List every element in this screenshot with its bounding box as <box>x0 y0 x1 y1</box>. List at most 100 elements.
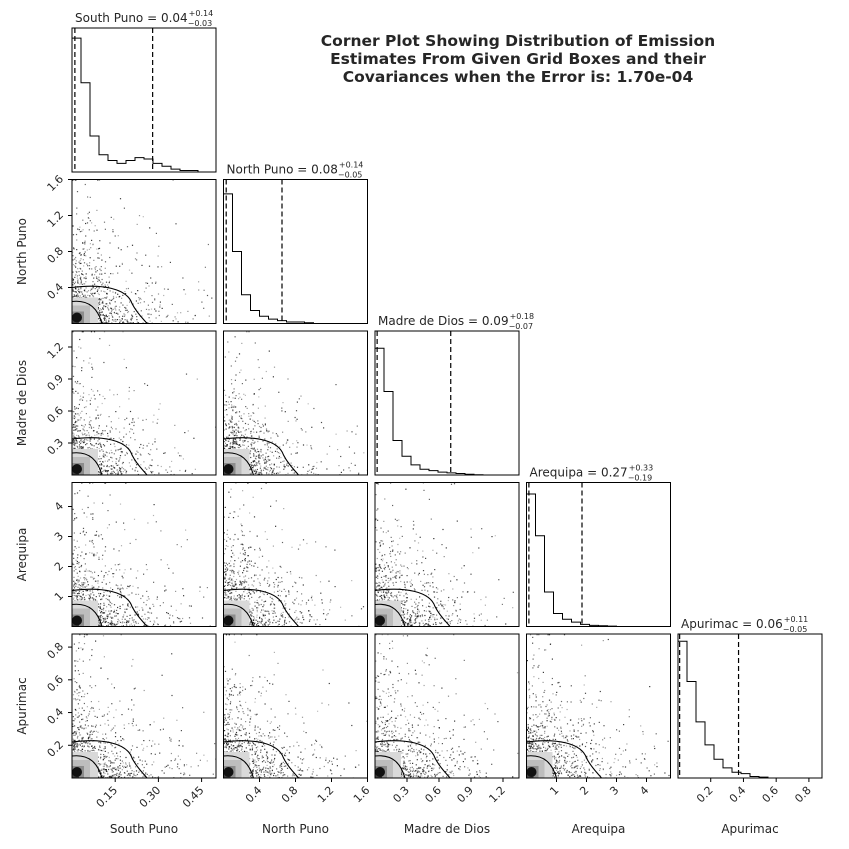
scatter-point <box>253 455 255 457</box>
scatter-point <box>159 605 161 607</box>
scatter-point <box>243 444 245 446</box>
scatter-point <box>122 440 124 443</box>
scatter-point <box>285 595 287 597</box>
scatter-point <box>351 431 353 433</box>
scatter-point <box>79 419 81 421</box>
scatter-point <box>268 572 270 574</box>
scatter-point <box>258 457 260 459</box>
scatter-point <box>124 469 126 471</box>
scatter-point <box>248 598 251 600</box>
scatter-point <box>269 621 271 623</box>
scatter-point <box>100 458 102 460</box>
scatter-point <box>265 456 267 458</box>
scatter-point <box>225 592 227 594</box>
scatter-point <box>228 427 230 429</box>
scatter-point <box>110 606 112 608</box>
scatter-point <box>378 588 380 590</box>
scatter-point <box>98 556 100 558</box>
minus-error: −0.03 <box>188 19 213 28</box>
scatter-point <box>99 315 101 317</box>
scatter-point <box>122 321 124 323</box>
scatter-point <box>226 569 228 571</box>
scatter-point <box>76 271 78 273</box>
scatter-point <box>233 599 236 601</box>
scatter-point <box>422 550 424 552</box>
scatter-point <box>72 594 74 596</box>
scatter-point <box>179 469 181 472</box>
scatter-point <box>95 266 97 268</box>
scatter-point <box>252 461 254 463</box>
scatter-point <box>121 618 123 620</box>
scatter-point <box>252 403 254 406</box>
scatter-point <box>128 462 130 464</box>
scatter-point <box>103 612 106 614</box>
scatter-point <box>166 315 168 318</box>
scatter-point <box>127 594 129 596</box>
scatter-point <box>225 562 227 564</box>
scatter-point <box>92 244 94 246</box>
scatter-point <box>121 297 123 299</box>
scatter-point <box>253 431 255 433</box>
scatter-point <box>238 411 241 413</box>
scatter-point <box>302 615 304 617</box>
scatter-point <box>97 443 99 445</box>
scatter-point <box>117 595 119 597</box>
y-tick-label: 1.2 <box>45 340 67 362</box>
scatter-point <box>250 577 253 579</box>
scatter-point <box>113 623 116 625</box>
scatter-point <box>97 257 99 259</box>
scatter-point <box>260 426 262 429</box>
scatter-point <box>122 616 124 618</box>
scatter-point <box>249 452 251 454</box>
scatter-point <box>75 439 77 441</box>
scatter-point <box>80 417 82 419</box>
scatter-point <box>79 260 81 262</box>
scatter-point <box>90 292 92 294</box>
scatter-point <box>232 517 235 519</box>
scatter-point <box>100 603 102 605</box>
scatter-point <box>121 467 123 469</box>
scatter-point <box>84 439 86 441</box>
scatter-point <box>138 609 140 611</box>
histogram-panel: South Puno = 0.04+0.14 −0.03 <box>71 9 217 173</box>
scatter-point <box>175 318 177 320</box>
scatter-point <box>340 455 342 458</box>
scatter-point <box>163 452 165 454</box>
scatter-point <box>138 215 141 217</box>
scatter-point <box>228 491 230 493</box>
scatter-point <box>96 530 98 533</box>
scatter-point <box>262 613 264 615</box>
scatter-point <box>232 443 234 445</box>
scatter-point <box>145 604 147 606</box>
scatter-point <box>273 603 275 605</box>
scatter-point <box>233 438 235 440</box>
scatter-point <box>249 463 251 465</box>
scatter-point <box>243 598 245 600</box>
scatter-point <box>309 615 311 617</box>
scatter-point <box>276 448 278 450</box>
scatter-point <box>253 465 255 467</box>
scatter-point <box>108 466 110 468</box>
scatter-point <box>117 606 119 609</box>
scatter-point <box>137 570 139 572</box>
scatter-point <box>89 403 91 405</box>
scatter-point <box>260 622 262 625</box>
scatter-point <box>106 617 108 620</box>
scatter-point <box>100 464 102 466</box>
scatter-point <box>166 612 168 614</box>
scatter-point <box>237 428 239 430</box>
scatter-point <box>224 565 226 567</box>
scatter-point <box>136 611 138 613</box>
scatter-point <box>257 359 259 361</box>
scatter-point <box>96 277 98 279</box>
scatter-point <box>249 622 251 624</box>
scatter-point <box>75 437 77 439</box>
scatter-point <box>250 462 252 464</box>
scatter-point <box>108 570 110 572</box>
scatter-point <box>174 424 176 426</box>
scatter-point <box>121 262 123 264</box>
scatter-point <box>124 569 126 571</box>
scatter-point <box>75 262 77 265</box>
scatter-point <box>133 424 135 427</box>
scatter-point <box>72 255 74 257</box>
